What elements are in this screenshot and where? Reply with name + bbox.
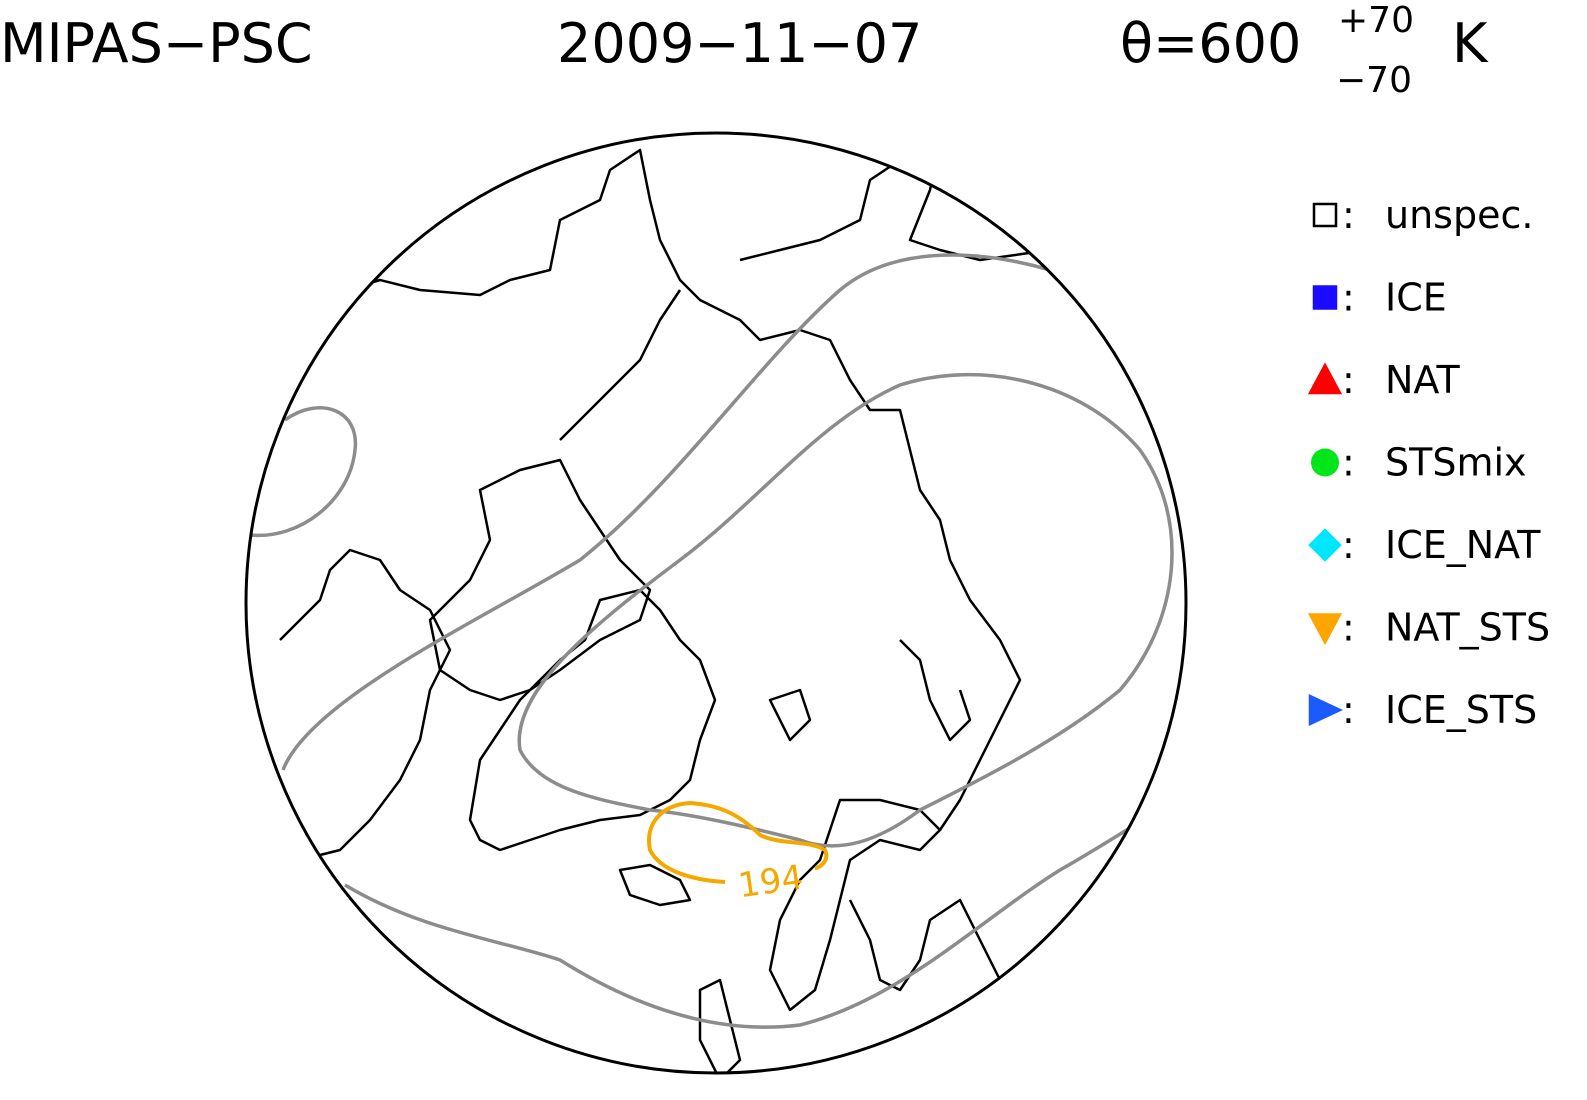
legend-label: NAT_STS [1385,606,1550,650]
legend-marker [1308,694,1343,726]
legend-colon: : [1342,606,1355,650]
legend-label: ICE_NAT [1385,523,1541,567]
legend-marker [1307,613,1343,646]
legend-colon: : [1342,358,1355,402]
instrument-title: MIPAS−PSC [0,12,313,75]
date-title: 2009−11−07 [557,12,922,75]
legend-marker [1311,448,1339,477]
map-area [249,138,1186,1073]
legend: : unspec.: ICE: NAT: STSmix: ICE_NAT: NAT_STS:… [1307,193,1550,732]
contour-line [517,372,1174,848]
coastline [848,898,1002,992]
theta-upper: +70 [1338,0,1414,41]
coastline [559,289,682,441]
legend-label: STSmix [1385,441,1527,485]
legend-label: NAT [1385,358,1460,402]
theta-title: θ=600 [1120,12,1301,75]
theta-lower: −70 [1336,60,1412,101]
globe-outline [244,131,1188,1075]
coastline [768,688,812,742]
coastline [618,863,692,907]
legend-colon: : [1342,441,1355,485]
legend-label: ICE [1385,276,1447,320]
legend-colon: : [1342,276,1355,320]
contour-label: 194 [736,858,806,907]
coastline [329,148,1022,831]
legend-colon: : [1342,688,1355,732]
contour-line [647,800,829,884]
unit-title: K [1452,12,1489,75]
legend-colon: : [1342,193,1355,237]
legend-colon: : [1342,523,1355,567]
contour-line [344,788,1186,1029]
legend-label: ICE_STS [1385,688,1537,732]
coastline [899,639,972,742]
coastline [1018,188,1061,231]
legend-label: unspec. [1385,193,1533,237]
coastline [428,458,652,702]
coastline [698,978,742,1073]
legend-marker [1312,202,1338,228]
coastline [768,798,942,1012]
legend-marker [1308,528,1342,562]
legend-marker [1312,285,1338,310]
coastline [739,138,1062,262]
contour-line [249,406,358,538]
legend-marker [1307,362,1343,395]
coastline [268,548,452,862]
